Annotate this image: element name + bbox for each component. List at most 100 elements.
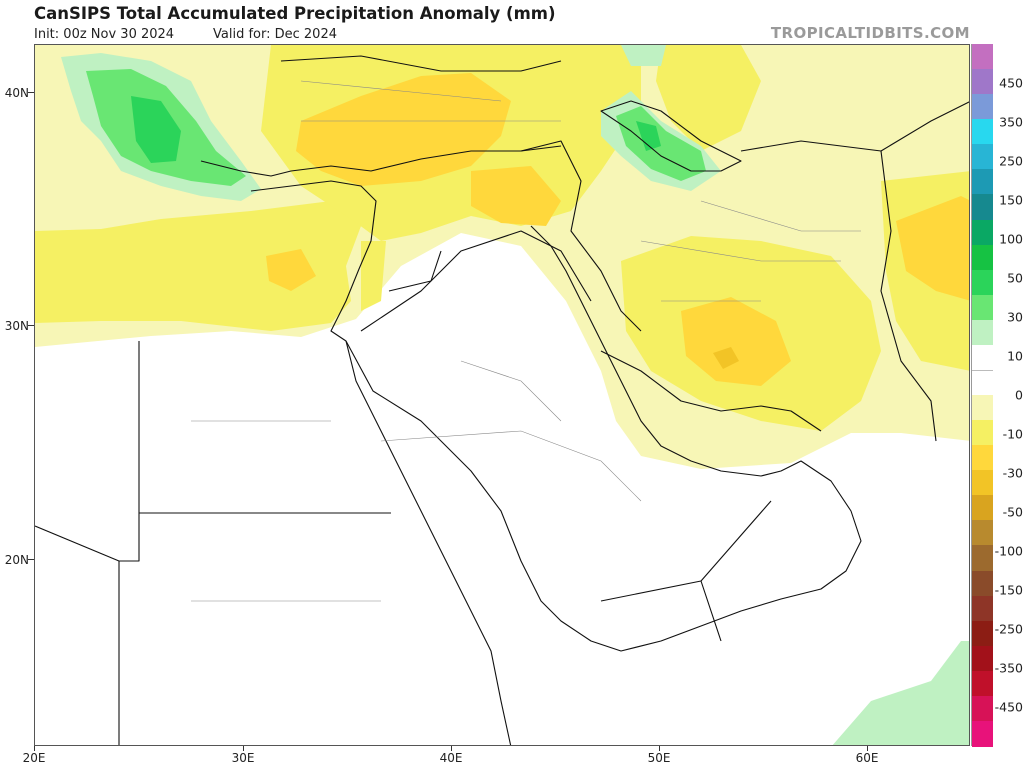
colorbar-segment xyxy=(972,645,993,672)
central-asia-border xyxy=(740,101,969,152)
map-title: CanSIPS Total Accumulated Precipitation … xyxy=(34,4,556,23)
colorbar-label: 350 xyxy=(999,114,1023,130)
minor-borders xyxy=(191,80,861,602)
colorbar-zero-line xyxy=(972,369,993,371)
lon-label-20e: 20E xyxy=(22,751,46,765)
lat-label-20n: 20N xyxy=(4,553,29,567)
colorbar-label: 50 xyxy=(1007,270,1023,286)
minor-border-6 xyxy=(640,240,841,262)
iraq-iran-border xyxy=(520,140,642,332)
colorbar-label: -150 xyxy=(994,582,1023,598)
anomaly-shade-plus10-arabian-sea xyxy=(832,641,969,745)
lon-label-60e: 60E xyxy=(855,751,879,765)
lon-tick-20e xyxy=(34,746,35,751)
colorbar-segment xyxy=(972,119,993,146)
colorbar-segment xyxy=(972,420,993,447)
colorbar-segment xyxy=(972,595,993,622)
anomaly-shade-plus10-caucasus xyxy=(621,45,666,66)
lat-tick-40n xyxy=(28,92,34,93)
colorbar-segment xyxy=(972,470,993,497)
colorbar-segment xyxy=(972,294,993,321)
minor-border-1 xyxy=(380,430,642,502)
colorbar-segment xyxy=(972,695,993,722)
map-canvas xyxy=(35,45,969,745)
minor-border-8 xyxy=(300,80,502,102)
init-time: Init: 00z Nov 30 2024 xyxy=(34,27,175,42)
colorbar-segment xyxy=(972,395,993,421)
colorbar-segment xyxy=(972,94,993,121)
lon-tick-60e xyxy=(867,746,868,751)
red-sea-west-coastline xyxy=(345,340,512,745)
lat-label-30n: 30N xyxy=(4,319,29,333)
colorbar-label: 150 xyxy=(999,192,1023,208)
minor-border-5 xyxy=(700,200,861,232)
colorbar-segment xyxy=(972,144,993,171)
colorbar-label: -350 xyxy=(994,660,1023,676)
colorbar-label: -10 xyxy=(1002,426,1023,442)
lat-label-40n: 40N xyxy=(4,86,29,100)
colorbar-segment xyxy=(972,520,993,547)
anomaly-shade-minus50-east xyxy=(896,196,969,301)
colorbar-segment xyxy=(972,219,993,246)
minor-border-2 xyxy=(460,360,562,422)
lat-tick-20n xyxy=(28,559,34,560)
colorbar-segment xyxy=(972,620,993,647)
colorbar-segment xyxy=(972,44,993,70)
colorbar-segment xyxy=(972,369,993,396)
saudi-north-border xyxy=(360,230,592,332)
lon-tick-40e xyxy=(451,746,452,751)
colorbar-label: 450 xyxy=(999,75,1023,91)
anomaly-shade-minus50-syria xyxy=(471,166,561,226)
anomaly-shade-minus50-sinai xyxy=(361,241,386,311)
colorbar-segment xyxy=(972,169,993,196)
colorbar-segment xyxy=(972,445,993,472)
colorbar-segment xyxy=(972,570,993,597)
anomaly-shade-minus50-levant xyxy=(266,249,316,291)
precipitation-map xyxy=(34,44,970,746)
lon-tick-50e xyxy=(659,746,660,751)
colorbar-label: -450 xyxy=(994,699,1023,715)
colorbar-segment xyxy=(972,545,993,572)
colorbar-legend xyxy=(971,44,993,747)
colorbar-segment xyxy=(972,344,993,371)
iran-east-border xyxy=(880,150,937,442)
anomaly-shade-minus50-iran xyxy=(681,297,791,386)
colorbar-label: 0 xyxy=(1015,387,1023,403)
colorbar-segment xyxy=(972,720,993,747)
jordan-border xyxy=(388,250,442,292)
colorbar-label: 30 xyxy=(1007,309,1023,325)
colorbar-label: -30 xyxy=(1002,465,1023,481)
colorbar-label: 100 xyxy=(999,231,1023,247)
lat-tick-30n xyxy=(28,325,34,326)
colorbar-segment xyxy=(972,269,993,296)
colorbar-segment xyxy=(972,69,993,96)
anomaly-shade-minus50-iran-core xyxy=(713,347,739,369)
levant-coastline xyxy=(250,180,862,652)
colorbar-segment xyxy=(972,495,993,522)
caspian-shoreline xyxy=(600,100,742,172)
lon-label-30e: 30E xyxy=(231,751,255,765)
lon-label-40e: 40E xyxy=(439,751,463,765)
gulf-coastline xyxy=(600,350,822,432)
colorbar-segment xyxy=(972,194,993,221)
anomaly-shade-plus50-aegean xyxy=(131,96,181,163)
valid-time: Valid for: Dec 2024 xyxy=(213,27,337,42)
lon-tick-30e xyxy=(243,746,244,751)
black-sea-coastline xyxy=(280,55,562,72)
sinai-border xyxy=(35,525,120,562)
colorbar-segment xyxy=(972,244,993,271)
colorbar-segment xyxy=(972,319,993,346)
brand-watermark: TROPICALTIDBITS.COM xyxy=(770,24,970,42)
colorbar-label: -100 xyxy=(994,543,1023,559)
lon-label-50e: 50E xyxy=(647,751,671,765)
anomaly-shade-minus30-mediterranean xyxy=(35,201,361,331)
colorbar-label: 10 xyxy=(1007,348,1023,364)
anomaly-shade-minus50-anatolia xyxy=(296,73,511,186)
anomaly-shade-plus50-caspian xyxy=(636,121,661,151)
anatolia-coastline xyxy=(200,145,562,177)
colorbar-label: -50 xyxy=(1002,504,1023,520)
colorbar-label: 250 xyxy=(999,153,1023,169)
colorbar-segment xyxy=(972,670,993,697)
borders xyxy=(35,55,969,745)
oman-border xyxy=(700,500,772,582)
